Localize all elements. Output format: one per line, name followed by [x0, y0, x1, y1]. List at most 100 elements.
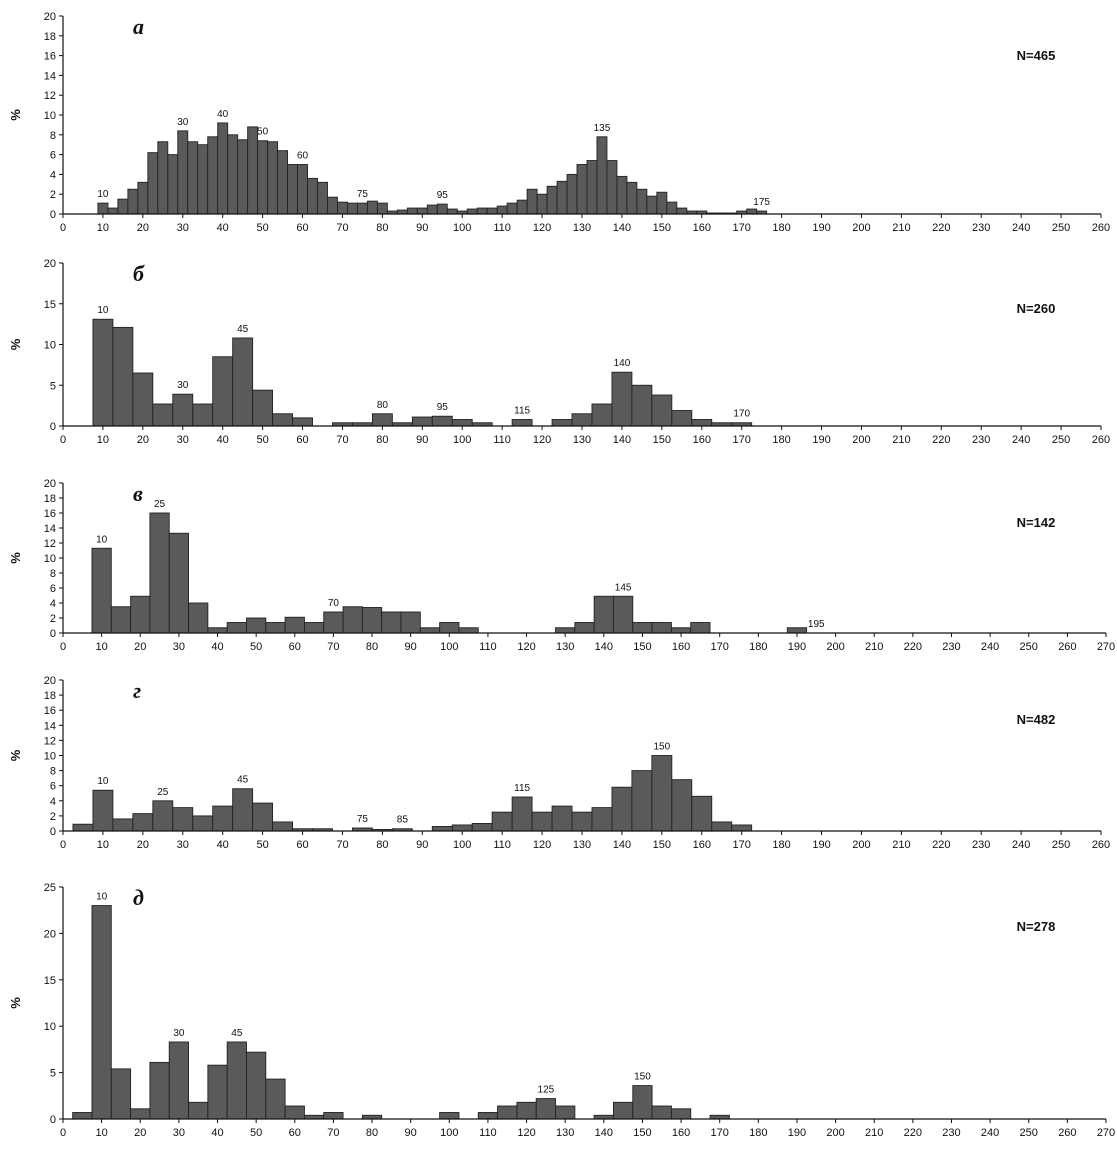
- histogram-bar: [376, 202, 388, 215]
- histogram-bar: [611, 371, 633, 427]
- peak-annotation: 30: [177, 117, 189, 128]
- histogram-bar: [496, 205, 508, 215]
- peak-annotation: 170: [733, 409, 750, 420]
- histogram-bar: [117, 198, 129, 215]
- histogram-bar: [347, 202, 358, 215]
- peak-annotation: 175: [753, 197, 770, 208]
- y-tick-label: 18: [44, 31, 56, 43]
- x-tick-label: 240: [1012, 434, 1030, 446]
- x-tick-label: 260: [1092, 434, 1110, 446]
- y-tick-label: 18: [44, 690, 56, 702]
- x-tick-label: 250: [1020, 641, 1038, 653]
- histogram-bar: [92, 789, 114, 832]
- histogram-bar: [303, 622, 325, 634]
- x-tick-label: 110: [493, 839, 511, 851]
- y-axis-label: %: [8, 109, 23, 121]
- x-tick-label: 210: [865, 641, 883, 653]
- x-tick-label: 20: [137, 222, 149, 234]
- histogram-bar: [571, 413, 593, 427]
- x-tick-label: 50: [250, 1127, 262, 1139]
- peak-annotation: 45: [237, 775, 249, 786]
- x-tick-label: 120: [533, 222, 551, 234]
- histogram-bar: [157, 141, 169, 215]
- y-tick-label: 12: [44, 735, 56, 747]
- peak-annotation: 145: [615, 582, 632, 593]
- x-tick-label: 150: [653, 839, 671, 851]
- x-tick-label: 80: [376, 839, 388, 851]
- x-tick-label: 90: [416, 434, 428, 446]
- x-tick-label: 60: [289, 641, 301, 653]
- x-tick-label: 190: [788, 1127, 806, 1139]
- peak-annotation: 30: [177, 380, 189, 391]
- x-tick-label: 270: [1097, 1127, 1115, 1139]
- histogram-bar: [419, 627, 441, 634]
- histogram-bar: [746, 208, 758, 215]
- histogram-bar: [265, 1078, 286, 1120]
- sample-size-label: N=278: [1017, 919, 1056, 934]
- x-tick-label: 150: [653, 434, 671, 446]
- x-tick-label: 210: [892, 434, 910, 446]
- y-tick-label: 14: [44, 720, 56, 732]
- histogram-bar: [177, 130, 189, 215]
- x-tick-label: 200: [852, 434, 870, 446]
- histogram-bar: [272, 413, 294, 427]
- x-tick-label: 60: [296, 434, 308, 446]
- y-tick-label: 16: [44, 508, 56, 520]
- peak-annotation: 150: [654, 742, 671, 753]
- peak-annotation: 50: [257, 127, 269, 138]
- x-tick-label: 160: [672, 1127, 690, 1139]
- x-tick-label: 210: [892, 839, 910, 851]
- histogram-bar: [471, 823, 493, 832]
- histogram-bar: [516, 199, 528, 215]
- histogram-bar: [591, 403, 613, 427]
- histogram-bar: [297, 164, 308, 215]
- histogram-bar: [226, 1041, 247, 1120]
- x-tick-label: 170: [711, 1127, 729, 1139]
- y-tick-label: 0: [50, 421, 56, 433]
- histogram-bar: [631, 384, 653, 427]
- x-tick-label: 120: [517, 641, 535, 653]
- histogram-bar: [426, 204, 438, 215]
- y-tick-label: 12: [44, 538, 56, 550]
- histogram-bar: [651, 622, 672, 634]
- x-tick-label: 10: [96, 1127, 108, 1139]
- peak-annotation: 70: [328, 598, 340, 609]
- histogram-bar: [651, 394, 673, 427]
- histogram-bar: [112, 326, 134, 427]
- x-tick-label: 40: [217, 434, 229, 446]
- x-tick-label: 20: [134, 1127, 146, 1139]
- histogram-bar: [593, 595, 614, 634]
- histogram-bar: [172, 393, 194, 427]
- x-tick-label: 50: [250, 641, 262, 653]
- peak-annotation: 140: [614, 358, 631, 369]
- histogram-bar: [265, 622, 286, 634]
- histogram-bar: [731, 824, 753, 832]
- histogram-bar: [284, 616, 305, 634]
- histogram-bar: [192, 815, 214, 832]
- x-tick-label: 70: [327, 1127, 339, 1139]
- histogram-bar: [691, 795, 713, 832]
- histogram-bar: [616, 175, 628, 215]
- x-tick-label: 10: [97, 222, 109, 234]
- histogram-bar: [439, 1112, 460, 1120]
- x-tick-label: 140: [613, 839, 631, 851]
- x-tick-label: 0: [60, 641, 66, 653]
- x-tick-label: 110: [479, 641, 497, 653]
- x-tick-label: 70: [336, 839, 348, 851]
- x-tick-label: 200: [826, 641, 844, 653]
- x-tick-label: 150: [653, 222, 671, 234]
- y-tick-label: 18: [44, 493, 56, 505]
- x-tick-label: 260: [1092, 222, 1110, 234]
- histogram-bar: [535, 1098, 556, 1120]
- y-tick-label: 8: [50, 766, 56, 778]
- x-tick-label: 270: [1097, 641, 1115, 653]
- histogram-bar: [92, 318, 114, 427]
- histogram-bar: [632, 1085, 653, 1120]
- y-tick-label: 4: [50, 796, 56, 808]
- histogram-bar: [168, 1041, 189, 1120]
- histogram-bar: [247, 126, 259, 215]
- x-tick-label: 30: [173, 641, 185, 653]
- histogram-bar: [327, 196, 338, 215]
